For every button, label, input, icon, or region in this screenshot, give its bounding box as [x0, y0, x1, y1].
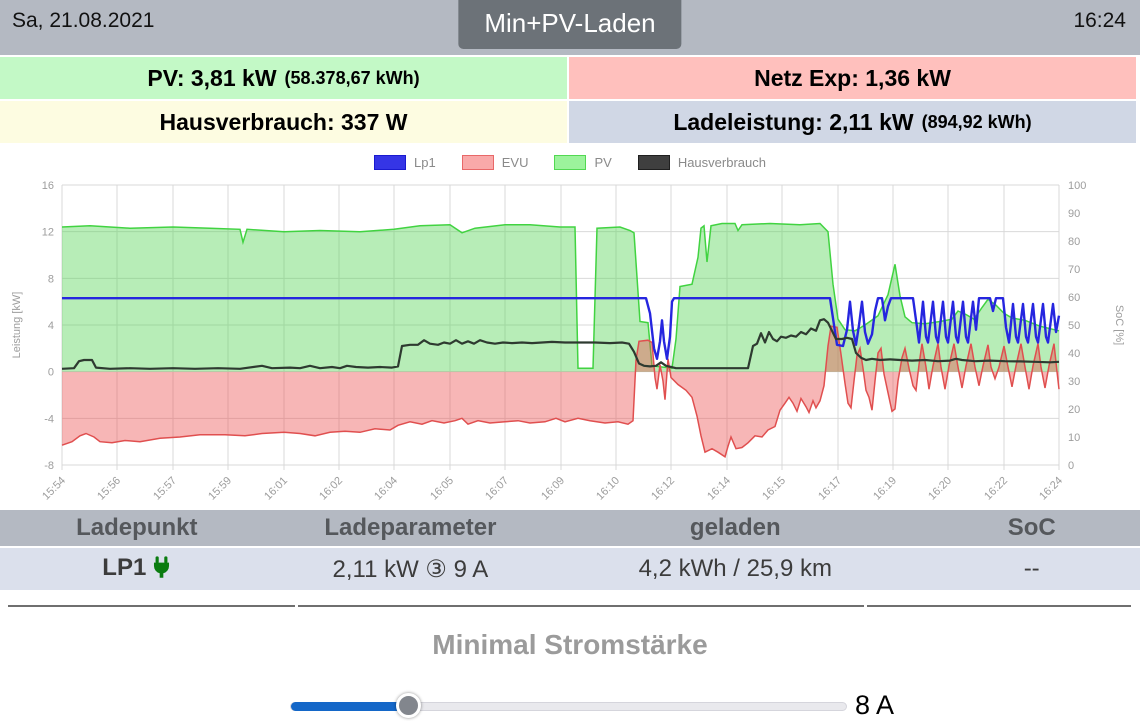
svg-text:70: 70 — [1068, 264, 1080, 276]
section-divider — [8, 605, 1133, 607]
svg-text:16:15: 16:15 — [760, 475, 788, 503]
charged-amount-cell: 4,2 kWh / 25,9 km — [547, 548, 924, 590]
svg-text:0: 0 — [1068, 460, 1074, 472]
svg-text:60: 60 — [1068, 292, 1080, 304]
series-edge-EVU — [61, 325, 1060, 458]
col-geladen: geladen — [547, 510, 924, 546]
svg-text:16:14: 16:14 — [705, 475, 733, 503]
min-current-value: 8 A — [855, 690, 895, 720]
svg-text:16:05: 16:05 — [428, 475, 456, 503]
y-axis-title-right: SoC [%] — [1113, 305, 1125, 345]
min-current-slider-row: 8 A — [0, 690, 1140, 721]
table-row: LP1 2,11 kW ③ 9 A 4,2 kWh / 25,9 km -- — [0, 548, 1140, 590]
svg-text:15:59: 15:59 — [206, 475, 234, 503]
svg-text:15:54: 15:54 — [40, 475, 68, 503]
svg-text:10: 10 — [1068, 432, 1080, 444]
legend-swatch-lp1 — [374, 154, 407, 170]
svg-text:-4: -4 — [44, 413, 54, 425]
min-current-title: Minimal Stromstärke — [432, 629, 708, 660]
legend-item-lp1: Lp1 — [374, 154, 436, 170]
svg-text:16:12: 16:12 — [649, 475, 677, 503]
legend-item-hausverbrauch: Hausverbrauch — [637, 154, 766, 170]
svg-text:-8: -8 — [44, 460, 54, 472]
clock-label: 16:24 — [1073, 9, 1126, 32]
svg-text:16:17: 16:17 — [816, 475, 844, 503]
series-line-Hausverbrauch — [61, 318, 1060, 370]
pv-power-value: PV: 3,81 kW — [147, 64, 277, 91]
pv-energy-total: (58.378,67 kWh) — [284, 67, 420, 88]
legend-swatch-pv — [554, 154, 587, 170]
svg-text:100: 100 — [1068, 180, 1086, 192]
house-consumption-value: Hausverbrauch: 337 W — [159, 108, 408, 135]
charge-energy-total: (894,92 kWh) — [921, 111, 1032, 132]
charge-power-value: Ladeleistung: 2,11 kW — [673, 108, 914, 135]
top-bar: Sa, 21.08.2021 Min+PV-Laden 16:24 — [0, 0, 1140, 55]
grid-export-cell: Netz Exp: 1,36 kW — [569, 57, 1136, 99]
grid-export-value: Netz Exp: 1,36 kW — [754, 64, 951, 91]
svg-text:30: 30 — [1068, 376, 1080, 388]
svg-text:16:07: 16:07 — [483, 475, 511, 503]
svg-text:15:57: 15:57 — [151, 475, 179, 503]
svg-text:12: 12 — [42, 227, 54, 239]
pv-status-cell: PV: 3,81 kW (58.378,67 kWh) — [0, 57, 567, 99]
svg-text:16:19: 16:19 — [871, 475, 899, 503]
legend-item-pv: PV — [554, 154, 612, 170]
svg-text:16:01: 16:01 — [262, 475, 290, 503]
series-area-EVU — [62, 326, 1059, 457]
y-axis-title-left: Leistung [kW] — [11, 292, 23, 359]
min-current-slider-thumb[interactable] — [395, 693, 421, 718]
power-chart: Lp1 EVU PV Hausverbrauch 16 12 8 4 0 -4 -8 100 9… — [0, 143, 1140, 508]
svg-text:16:09: 16:09 — [539, 475, 567, 503]
col-soc: SoC — [923, 510, 1140, 546]
plug-icon — [152, 555, 171, 585]
svg-text:16:22: 16:22 — [982, 475, 1010, 503]
svg-text:4: 4 — [48, 320, 54, 332]
series-line-Lp1 — [62, 297, 1061, 360]
svg-text:80: 80 — [1068, 236, 1080, 248]
svg-text:16:20: 16:20 — [926, 475, 954, 503]
svg-text:40: 40 — [1068, 348, 1080, 360]
chargepoint-name-cell: LP1 — [0, 548, 274, 590]
slider-fill — [291, 702, 410, 711]
col-ladepunkt: Ladepunkt — [0, 510, 274, 546]
chart-legend: Lp1 EVU PV Hausverbrauch — [0, 143, 1140, 171]
status-row-1: PV: 3,81 kW (58.378,67 kWh) Netz Exp: 1,… — [0, 57, 1140, 99]
legend-swatch-evu — [461, 154, 494, 170]
svg-text:16:02: 16:02 — [317, 475, 345, 503]
svg-text:16: 16 — [42, 180, 54, 192]
svg-text:0: 0 — [48, 367, 54, 379]
svg-text:8: 8 — [48, 273, 54, 285]
charge-mode-button[interactable]: Min+PV-Laden — [458, 0, 682, 50]
charge-params-cell: 2,11 kW ③ 9 A — [273, 548, 548, 590]
chargepoint-table: Ladepunkt Ladeparameter geladen SoC LP1 … — [0, 508, 1140, 592]
chart-grid — [61, 184, 1060, 470]
table-header-row: Ladepunkt Ladeparameter geladen SoC — [0, 510, 1140, 546]
svg-text:20: 20 — [1068, 404, 1080, 416]
svg-text:90: 90 — [1068, 208, 1080, 220]
col-ladeparameter: Ladeparameter — [273, 510, 548, 546]
min-current-slider-track[interactable] — [290, 693, 847, 718]
date-label: Sa, 21.08.2021 — [12, 9, 155, 32]
svg-text:16:24: 16:24 — [1037, 475, 1065, 503]
soc-cell: -- — [923, 548, 1140, 590]
svg-text:16:04: 16:04 — [372, 475, 400, 503]
legend-swatch-hausverbrauch — [637, 154, 670, 170]
svg-text:50: 50 — [1068, 320, 1080, 332]
svg-text:16:10: 16:10 — [594, 475, 622, 503]
charge-power-cell: Ladeleistung: 2,11 kW (894,92 kWh) — [569, 101, 1136, 143]
house-consumption-cell: Hausverbrauch: 337 W — [0, 101, 567, 143]
legend-item-evu: EVU — [461, 154, 528, 170]
status-row-2: Hausverbrauch: 337 W Ladeleistung: 2,11 … — [0, 101, 1140, 143]
svg-text:15:56: 15:56 — [95, 475, 123, 503]
